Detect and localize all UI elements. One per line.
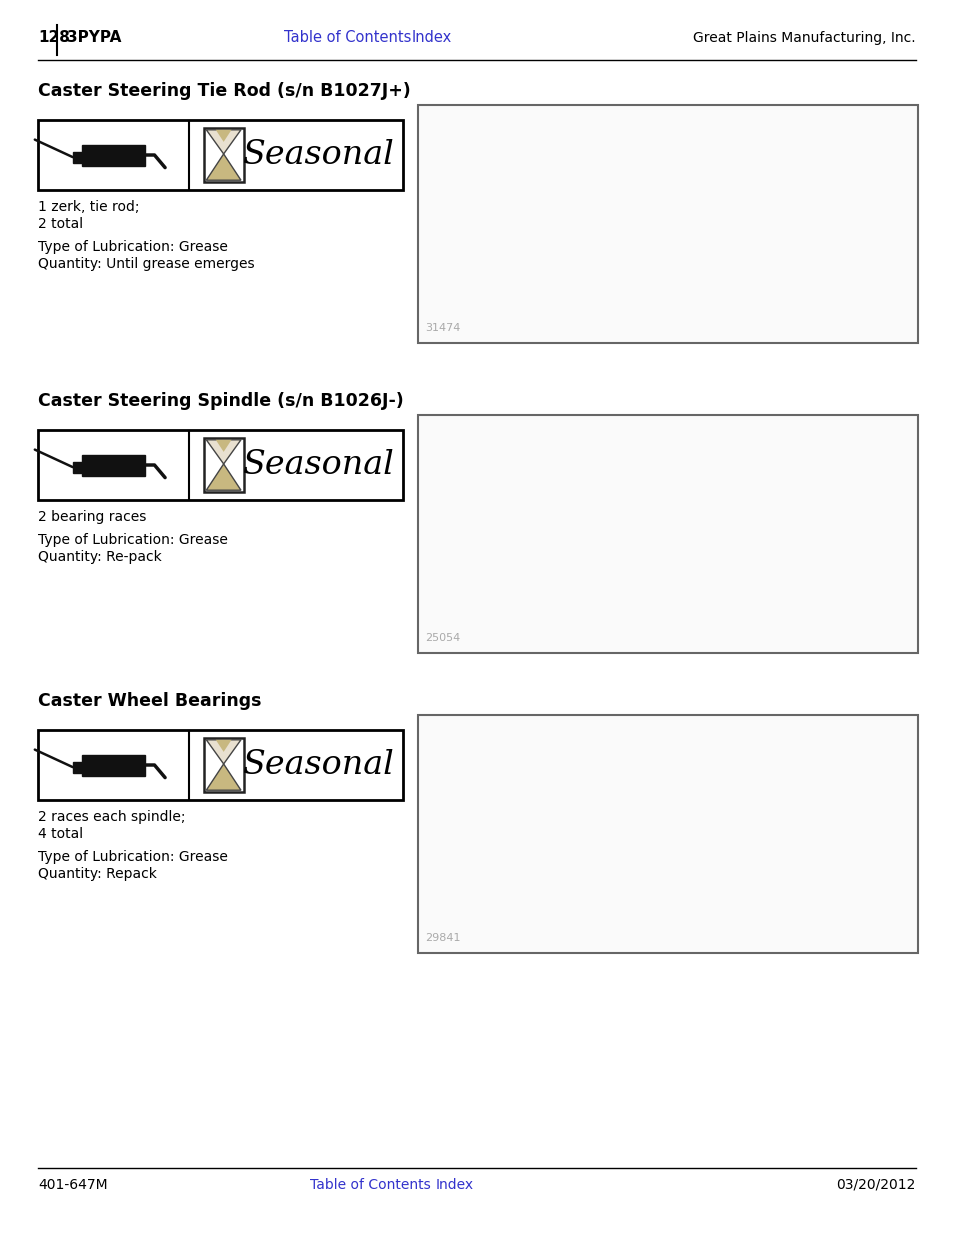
Text: 2 total: 2 total <box>38 217 83 231</box>
Text: 25054: 25054 <box>424 634 459 643</box>
Bar <box>72 462 82 473</box>
Text: Type of Lubrication: Grease: Type of Lubrication: Grease <box>38 534 228 547</box>
Polygon shape <box>215 740 232 752</box>
Text: 1 zerk, tie rod;: 1 zerk, tie rod; <box>38 200 139 214</box>
Text: Caster Wheel Bearings: Caster Wheel Bearings <box>38 692 261 710</box>
Text: Table of Contents: Table of Contents <box>310 1178 430 1192</box>
Text: Quantity: Re-pack: Quantity: Re-pack <box>38 550 162 564</box>
Bar <box>82 755 145 776</box>
Text: Type of Lubrication: Grease: Type of Lubrication: Grease <box>38 850 228 864</box>
Bar <box>417 415 917 653</box>
Text: Index: Index <box>412 31 452 46</box>
Text: 401-647M: 401-647M <box>38 1178 108 1192</box>
Text: Seasonal: Seasonal <box>241 450 393 480</box>
Bar <box>204 737 243 793</box>
Polygon shape <box>215 440 232 452</box>
Bar <box>204 127 243 183</box>
Text: 29841: 29841 <box>424 932 460 944</box>
Text: Caster Steering Spindle (s/n B1026J-): Caster Steering Spindle (s/n B1026J-) <box>38 391 403 410</box>
Polygon shape <box>206 764 241 790</box>
Polygon shape <box>206 464 241 490</box>
Bar <box>38 120 402 190</box>
Text: 03/20/2012: 03/20/2012 <box>836 1178 915 1192</box>
Text: Caster Steering Tie Rod (s/n B1027J+): Caster Steering Tie Rod (s/n B1027J+) <box>38 82 411 100</box>
Text: Seasonal: Seasonal <box>241 748 393 781</box>
Polygon shape <box>215 130 232 142</box>
Polygon shape <box>206 440 241 464</box>
Bar <box>82 454 145 475</box>
Text: Type of Lubrication: Grease: Type of Lubrication: Grease <box>38 240 228 254</box>
Text: 3PYPA: 3PYPA <box>67 31 121 46</box>
Bar <box>72 762 82 773</box>
Text: Quantity: Until grease emerges: Quantity: Until grease emerges <box>38 257 254 270</box>
Bar <box>204 437 243 493</box>
Text: 128: 128 <box>38 31 70 46</box>
Text: Index: Index <box>436 1178 474 1192</box>
Bar <box>417 105 917 343</box>
Bar <box>38 730 402 800</box>
Text: Quantity: Repack: Quantity: Repack <box>38 867 156 881</box>
Text: Seasonal: Seasonal <box>241 140 393 170</box>
Polygon shape <box>206 130 241 154</box>
Text: Table of Contents: Table of Contents <box>284 31 412 46</box>
Text: 2 bearing races: 2 bearing races <box>38 510 146 524</box>
Text: Great Plains Manufacturing, Inc.: Great Plains Manufacturing, Inc. <box>693 31 915 44</box>
Text: 4 total: 4 total <box>38 827 83 841</box>
Text: 31474: 31474 <box>424 324 460 333</box>
Text: 2 races each spindle;: 2 races each spindle; <box>38 810 185 824</box>
Bar <box>72 152 82 163</box>
Bar <box>82 144 145 165</box>
Bar <box>38 430 402 500</box>
Polygon shape <box>206 154 241 180</box>
Bar <box>417 715 917 953</box>
Polygon shape <box>206 740 241 764</box>
